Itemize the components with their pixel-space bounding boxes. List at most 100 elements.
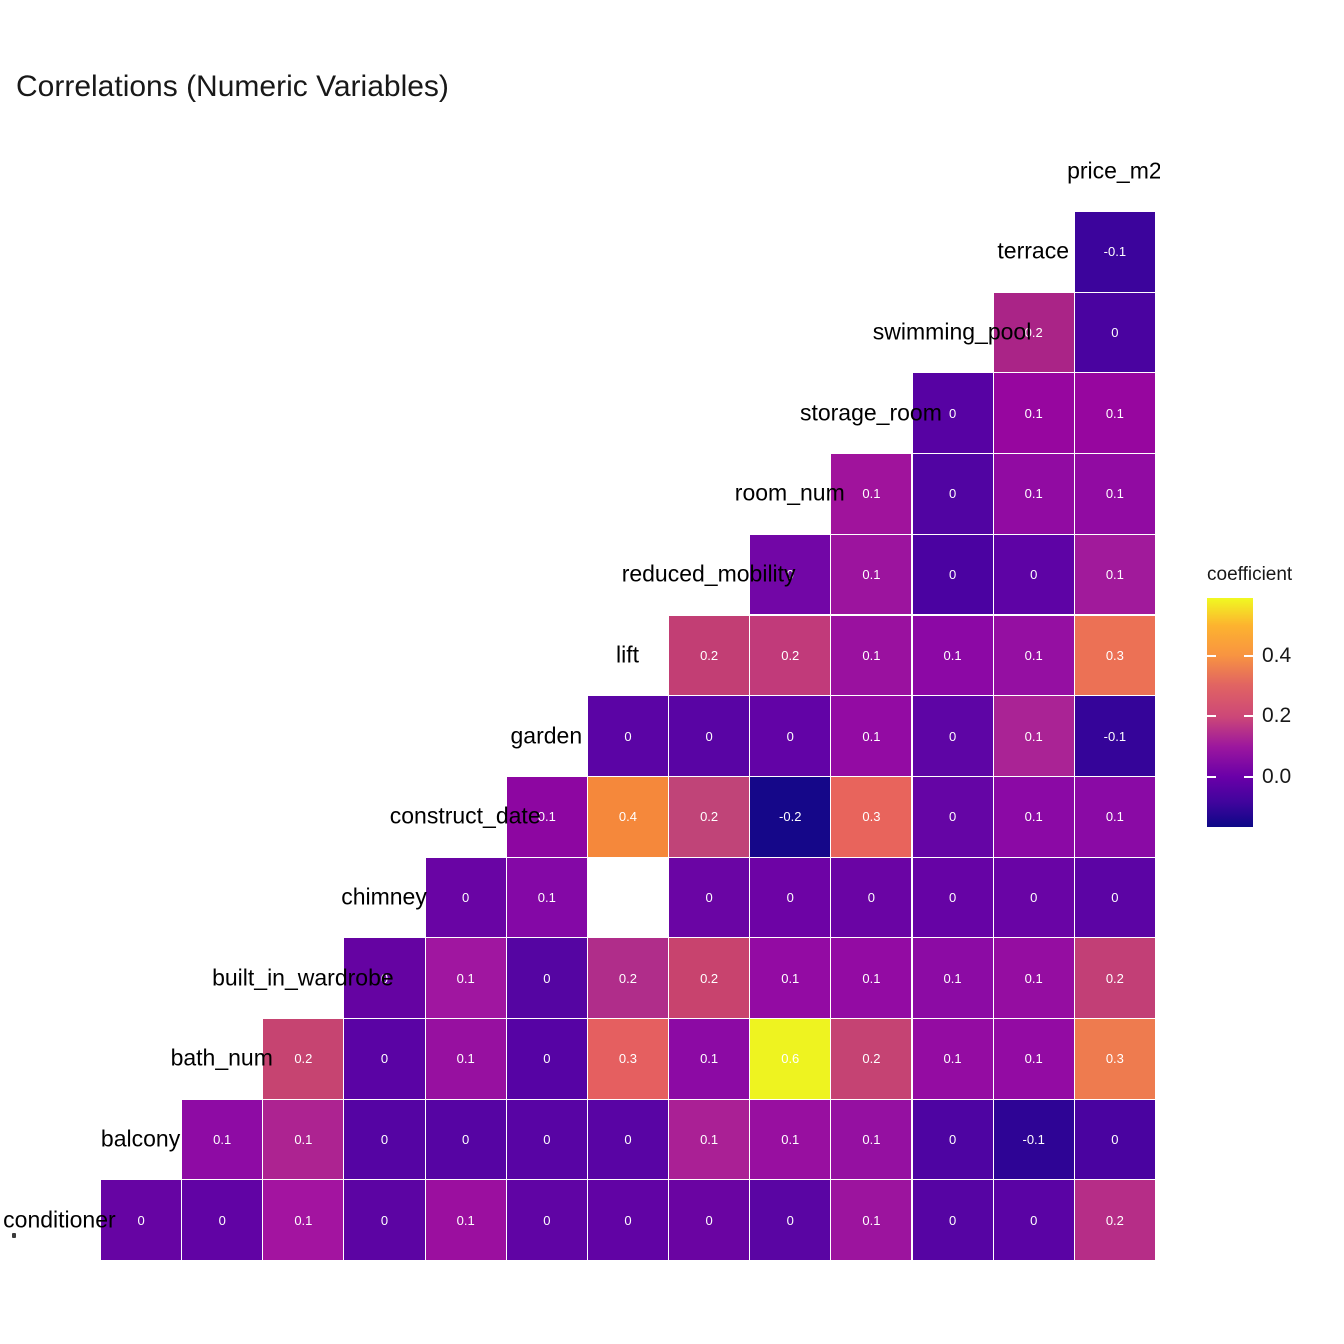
- corr-cell-conditioner-storage_room: 0.1: [830, 1179, 913, 1262]
- corr-cell-bath_num-reduced_mobility: 0.1: [668, 1018, 751, 1100]
- corr-cell-balcony-terrace: -0.1: [992, 1098, 1075, 1181]
- corr-cell-conditioner-lift: 0: [586, 1179, 670, 1262]
- corr-cell-conditioner-room_num: 0: [749, 1179, 832, 1262]
- corr-cell-chimney-construct_date: 0: [424, 856, 507, 939]
- corr-cell-chimney-terrace: 0: [992, 856, 1075, 939]
- variable-label-balcony: balcony: [100, 1125, 181, 1152]
- corr-cell-balcony-reduced_mobility: 0.1: [668, 1098, 751, 1181]
- corr-cell-storage_room-swimming_pool: 0: [911, 372, 994, 455]
- corr-cell-storage_room-terrace: 0.1: [992, 372, 1075, 455]
- corr-cell-bath_num-room_num: 0.6: [749, 1018, 832, 1100]
- corr-cell-built_in_wardrobe-lift: 0.2: [586, 937, 670, 1019]
- corr-cell-garden-lift: 0: [586, 695, 670, 777]
- corr-cell-reduced_mobility-storage_room: 0.1: [830, 533, 913, 616]
- corr-cell-conditioner-terrace: 0: [992, 1179, 1075, 1262]
- corr-cell-balcony-construct_date: 0: [424, 1098, 507, 1181]
- legend-colorbar: [1207, 598, 1253, 827]
- variable-label-conditioner: conditioner: [3, 1206, 116, 1233]
- variable-label-bath_num: bath_num: [170, 1044, 273, 1071]
- corr-cell-built_in_wardrobe-construct_date: 0.1: [424, 937, 507, 1019]
- corr-cell-built_in_wardrobe-price_m2: 0.2: [1073, 937, 1156, 1019]
- corr-cell-balcony-chimney: 0: [343, 1098, 426, 1181]
- corr-cell-chimney-room_num: 0: [749, 856, 832, 939]
- corr-cell-lift-swimming_pool: 0.1: [911, 614, 994, 697]
- corr-cell-bath_num-price_m2: 0.3: [1073, 1018, 1156, 1100]
- variable-label-construct_date: construct_date: [389, 802, 541, 829]
- corr-cell-garden-swimming_pool: 0: [911, 695, 994, 777]
- legend-tick-mark: [1207, 775, 1216, 778]
- corr-cell-garden-price_m2: -0.1: [1073, 695, 1156, 777]
- corr-cell-chimney-reduced_mobility: 0: [668, 856, 751, 939]
- corr-cell-built_in_wardrobe-swimming_pool: 0.1: [911, 937, 994, 1019]
- corr-cell-garden-terrace: 0.1: [992, 695, 1075, 777]
- corr-cell-room_num-terrace: 0.1: [992, 453, 1075, 535]
- corr-cell-reduced_mobility-terrace: 0: [992, 533, 1075, 616]
- variable-label-swimming_pool: swimming_pool: [872, 318, 1032, 345]
- corr-cell-conditioner-reduced_mobility: 0: [668, 1179, 751, 1262]
- corr-cell-construct_date-reduced_mobility: 0.2: [668, 775, 751, 858]
- corr-cell-lift-price_m2: 0.3: [1073, 614, 1156, 697]
- corr-cell-construct_date-storage_room: 0.3: [830, 775, 913, 858]
- variable-label-storage_room: storage_room: [799, 399, 942, 426]
- corr-cell-conditioner-price_m2: 0.2: [1073, 1179, 1156, 1262]
- corr-cell-conditioner-construct_date: 0.1: [424, 1179, 507, 1262]
- corr-cell-bath_num-garden: 0: [505, 1018, 588, 1100]
- corr-cell-chimney-storage_room: 0: [830, 856, 913, 939]
- corr-cell-built_in_wardrobe-room_num: 0.1: [749, 937, 832, 1019]
- corr-cell-built_in_wardrobe-chimney: 0: [343, 937, 426, 1019]
- corr-cell-balcony-garden: 0: [505, 1098, 588, 1181]
- corr-cell-conditioner-garden: 0: [505, 1179, 588, 1262]
- corr-cell-construct_date-room_num: -0.2: [749, 775, 832, 858]
- corr-cell-bath_num-storage_room: 0.2: [830, 1018, 913, 1100]
- corr-cell-conditioner-balcony: 0: [100, 1179, 183, 1262]
- corr-cell-balcony-storage_room: 0.1: [830, 1098, 913, 1181]
- variable-label-reduced_mobility: reduced_mobility: [621, 560, 796, 587]
- corr-cell-conditioner-swimming_pool: 0: [911, 1179, 994, 1262]
- corr-cell-bath_num-lift: 0.3: [586, 1018, 670, 1100]
- legend-title: coefficient: [1207, 564, 1293, 585]
- corr-cell-construct_date-terrace: 0.1: [992, 775, 1075, 858]
- corr-cell-built_in_wardrobe-reduced_mobility: 0.2: [668, 937, 751, 1019]
- variable-label-built_in_wardrobe: built_in_wardrobe: [212, 964, 394, 991]
- corr-cell-reduced_mobility-room_num: 0: [749, 533, 832, 616]
- corr-cell-room_num-swimming_pool: 0: [911, 453, 994, 535]
- corr-cell-chimney-swimming_pool: 0: [911, 856, 994, 939]
- corr-cell-bath_num-built_in_wardrobe: 0.2: [262, 1018, 345, 1100]
- corr-cell-lift-storage_room: 0.1: [830, 614, 913, 697]
- corr-cell-construct_date-price_m2: 0.1: [1073, 775, 1156, 858]
- corr-cell-lift-room_num: 0.2: [749, 614, 832, 697]
- legend-tick-mark: [1244, 714, 1253, 717]
- legend-tick-label: 0.2: [1262, 703, 1292, 727]
- corr-cell-balcony-swimming_pool: 0: [911, 1098, 994, 1181]
- corr-cell-conditioner-bath_num: 0: [181, 1179, 264, 1262]
- corr-cell-bath_num-chimney: 0: [343, 1018, 426, 1100]
- corr-cell-balcony-built_in_wardrobe: 0.1: [262, 1098, 345, 1181]
- corr-cell-swimming_pool-price_m2: 0: [1073, 291, 1156, 374]
- corr-cell-construct_date-swimming_pool: 0: [911, 775, 994, 858]
- variable-label-chimney: chimney: [341, 883, 427, 910]
- variable-label-garden: garden: [510, 722, 583, 749]
- corr-cell-conditioner-built_in_wardrobe: 0.1: [262, 1179, 345, 1262]
- corr-cell-chimney-price_m2: 0: [1073, 856, 1156, 939]
- corr-cell-lift-terrace: 0.1: [992, 614, 1075, 697]
- corr-cell-terrace-price_m2: -0.1: [1073, 211, 1156, 293]
- corr-cell-garden-storage_room: 0.1: [830, 695, 913, 777]
- variable-label-lift: lift: [615, 641, 639, 668]
- legend-tick-mark: [1244, 654, 1253, 657]
- legend-tick-label: 0.4: [1262, 643, 1292, 667]
- legend-tick-mark: [1207, 654, 1216, 657]
- chart-title: Correlations (Numeric Variables): [16, 70, 449, 103]
- legend-tick-mark: [1244, 775, 1253, 778]
- corr-cell-storage_room-price_m2: 0.1: [1073, 372, 1156, 455]
- corr-cell-lift-reduced_mobility: 0.2: [668, 614, 751, 697]
- corr-cell-room_num-price_m2: 0.1: [1073, 453, 1156, 535]
- corr-cell-bath_num-construct_date: 0.1: [424, 1018, 507, 1100]
- corr-cell-garden-reduced_mobility: 0: [668, 695, 751, 777]
- corr-cell-balcony-lift: 0: [586, 1098, 670, 1181]
- variable-label-terrace: terrace: [997, 237, 1070, 264]
- corr-cell-balcony-room_num: 0.1: [749, 1098, 832, 1181]
- corr-cell-balcony-bath_num: 0.1: [181, 1098, 264, 1181]
- corr-cell-built_in_wardrobe-storage_room: 0.1: [830, 937, 913, 1019]
- corr-cell-chimney-garden: 0.1: [505, 856, 588, 939]
